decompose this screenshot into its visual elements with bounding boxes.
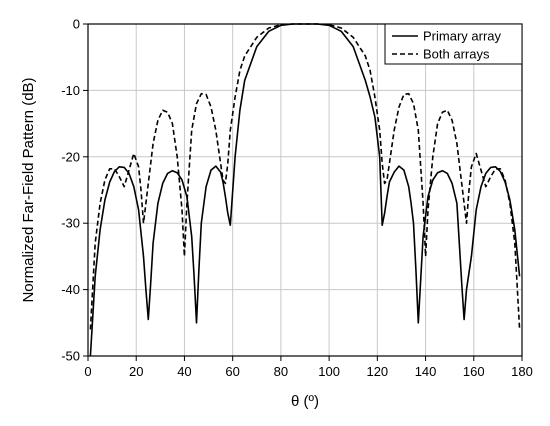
x-tick-label-100: 100 <box>318 364 340 379</box>
grid-lines <box>88 24 522 356</box>
x-axis: 0 20 40 60 80 100 120 140 160 180 <box>84 356 533 379</box>
y-tick-label--30: -30 <box>61 216 80 231</box>
y-tick-label--50: -50 <box>61 349 80 364</box>
y-axis: 0 -10 -20 -30 -40 -50 <box>61 17 88 364</box>
y-tick-label--40: -40 <box>61 282 80 297</box>
x-tick-label-80: 80 <box>274 364 288 379</box>
x-tick-label-180: 180 <box>511 364 533 379</box>
x-tick-label-40: 40 <box>177 364 191 379</box>
x-tick-label-60: 60 <box>225 364 239 379</box>
x-axis-title: θ (º) <box>291 393 319 410</box>
series-line-primary-array <box>89 23 521 357</box>
y-axis-title: Normalized Far-Field Pattern (dB) <box>20 77 37 302</box>
x-tick-label-160: 160 <box>463 364 485 379</box>
legend-box <box>384 23 523 65</box>
y-tick-label--10: -10 <box>61 83 80 98</box>
x-tick-label-0: 0 <box>84 364 91 379</box>
series-layer <box>89 23 521 357</box>
x-tick-label-120: 120 <box>366 364 388 379</box>
y-tick-label--20: -20 <box>61 149 80 164</box>
legend-label-primary-array: Primary array <box>423 29 502 44</box>
y-tick-label-0: 0 <box>73 17 80 32</box>
legend: Primary array Both arrays <box>384 23 523 65</box>
legend-label-both-arrays: Both arrays <box>423 47 490 62</box>
x-tick-label-140: 140 <box>415 364 437 379</box>
plot-frame <box>87 23 523 357</box>
series-line-both-arrays <box>89 23 521 330</box>
x-tick-label-20: 20 <box>129 364 143 379</box>
